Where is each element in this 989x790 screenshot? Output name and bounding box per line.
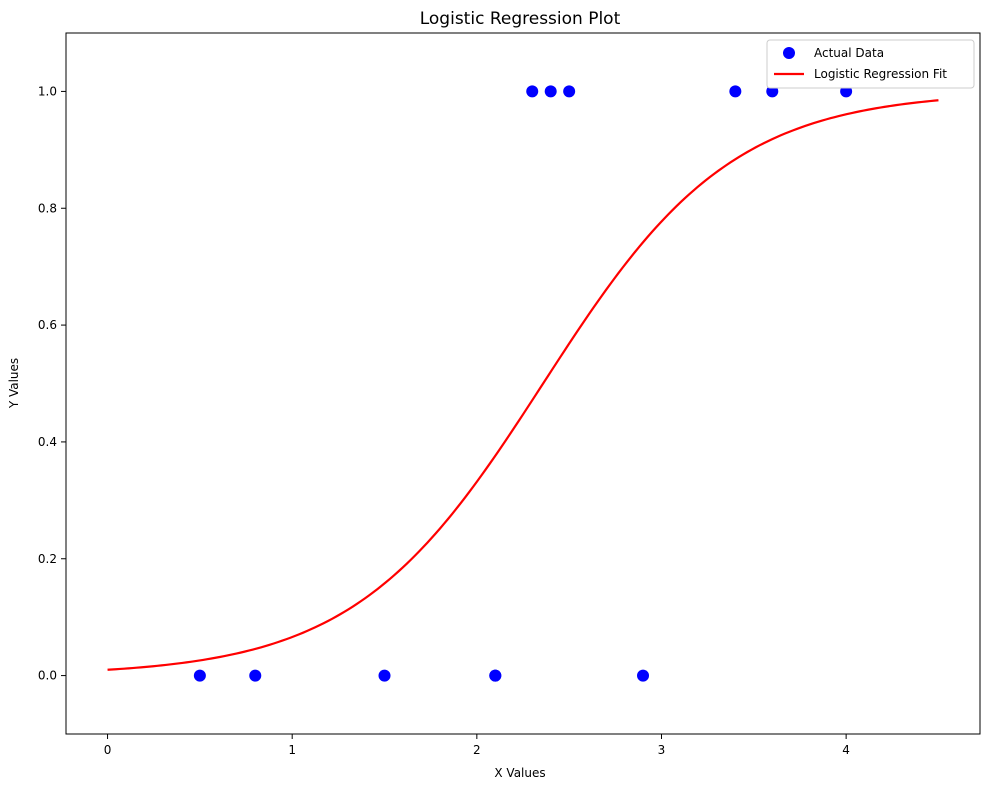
- chart-title: Logistic Regression Plot: [420, 9, 621, 29]
- y-tick-label: 0.2: [38, 552, 57, 566]
- data-point: [563, 85, 576, 98]
- y-tick-label: 0.4: [38, 435, 57, 449]
- y-tick-label: 0.8: [38, 201, 57, 215]
- data-point: [729, 85, 742, 98]
- y-tick-label: 1.0: [38, 84, 57, 98]
- data-points: [193, 85, 853, 682]
- plot-frame: [65, 32, 981, 735]
- legend: Actual Data Logistic Regression Fit: [766, 39, 975, 89]
- data-point: [249, 669, 262, 682]
- y-tick-label: 0.0: [38, 669, 57, 683]
- y-axis-label: Y Values: [7, 358, 21, 409]
- y-axis-ticks: 0.0 0.2 0.4 0.6 0.8 1.0: [38, 84, 66, 683]
- y-tick-label: 0.6: [38, 318, 57, 332]
- x-tick-label: 3: [658, 743, 666, 757]
- x-tick-label: 4: [842, 743, 850, 757]
- legend-label-fit: Logistic Regression Fit: [814, 67, 947, 81]
- legend-label-actual-data: Actual Data: [814, 46, 884, 60]
- data-point: [193, 669, 206, 682]
- data-point: [526, 85, 539, 98]
- data-point: [378, 669, 391, 682]
- data-point: [489, 669, 502, 682]
- x-tick-label: 2: [473, 743, 481, 757]
- logistic-fit-line: [107, 99, 939, 671]
- x-tick-label: 1: [288, 743, 296, 757]
- x-tick-label: 0: [104, 743, 112, 757]
- legend-marker-actual-data: [783, 47, 795, 59]
- x-axis-label: X Values: [494, 766, 545, 780]
- data-point: [544, 85, 557, 98]
- legend-box: [766, 39, 975, 89]
- data-point: [637, 669, 650, 682]
- plot-area: 0 1 2 3 4 0.0 0.2 0.4 0.6 0.8 1.0: [38, 32, 981, 757]
- x-axis-ticks: 0 1 2 3 4: [104, 734, 850, 757]
